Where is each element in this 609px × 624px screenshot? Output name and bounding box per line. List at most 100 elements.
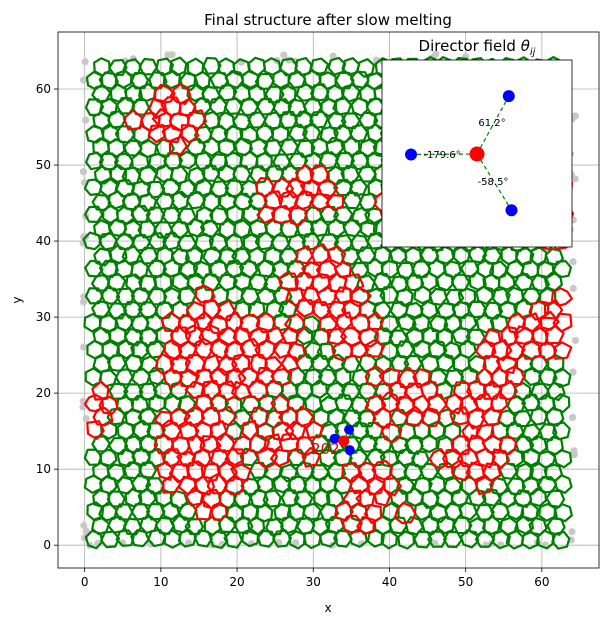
hexagonal-cell — [200, 219, 220, 238]
defect-cell — [160, 311, 182, 333]
hexagonal-cell — [184, 246, 204, 266]
hexagonal-cell — [115, 529, 135, 547]
hexagonal-cell — [288, 123, 308, 142]
defect-cell — [364, 364, 385, 388]
hexagonal-cell — [163, 151, 183, 170]
hexagonal-cell — [499, 516, 519, 537]
defect-cell — [153, 83, 176, 105]
hexagonal-cell — [405, 328, 424, 348]
defect-cell — [231, 353, 250, 374]
hexagonal-cell — [396, 476, 415, 495]
defect-cell — [194, 284, 216, 304]
hexagonal-cell — [224, 259, 245, 278]
defect-cell — [420, 406, 441, 428]
defect-cell — [380, 391, 401, 414]
defect-cell — [475, 340, 497, 360]
defect-cell — [216, 299, 236, 322]
hexagonal-cell — [390, 435, 410, 455]
particle — [569, 258, 577, 266]
hexagonal-cell — [312, 327, 332, 347]
hexagonal-cell — [146, 180, 166, 199]
hexagonal-cell — [311, 516, 331, 537]
defect-cell — [287, 342, 306, 363]
hexagonal-cell — [84, 151, 104, 171]
defect-cell — [168, 135, 188, 156]
defect-cell — [256, 446, 278, 470]
particle — [82, 415, 90, 423]
hexagonal-cell — [171, 514, 191, 534]
y-tick-label: 0 — [43, 538, 51, 552]
defect-cell — [280, 326, 300, 345]
hexagonal-cell — [390, 275, 409, 293]
hexagonal-cell — [177, 234, 197, 252]
hexagonal-cell — [505, 260, 525, 280]
defect-cell — [341, 462, 363, 483]
defect-cell — [427, 393, 448, 415]
particle — [79, 168, 88, 176]
defect-cell — [481, 434, 503, 454]
defect-cell — [405, 405, 426, 427]
inset-title: Director field θij — [419, 37, 536, 58]
defect-cell — [255, 312, 276, 334]
defect-cell — [86, 420, 105, 440]
hexagonal-cell — [107, 437, 129, 455]
hexagonal-cell — [263, 461, 283, 482]
hexagonal-cell — [202, 56, 222, 75]
hexagonal-cell — [224, 69, 244, 89]
defect-cell — [333, 261, 352, 278]
hexagonal-cell — [521, 476, 540, 496]
x-tick-label: 40 — [382, 575, 397, 589]
chart-title: Final structure after slow melting — [204, 11, 452, 29]
defect-cell — [380, 423, 403, 444]
defect-cell — [177, 475, 199, 495]
defect-cell — [444, 393, 464, 415]
hexagonal-cell — [319, 151, 339, 170]
y-tick-label: 10 — [36, 462, 51, 476]
hexagonal-cell — [84, 259, 104, 278]
hexagonal-cell — [217, 57, 236, 78]
hexagonal-cell — [365, 151, 386, 170]
defect-cell — [180, 124, 200, 144]
director-bond — [476, 153, 512, 211]
neighbor-particle — [344, 445, 355, 456]
defect-cell — [466, 434, 487, 455]
y-tick-label: 30 — [36, 310, 51, 324]
hexagonal-cell — [201, 164, 221, 182]
defect-cell — [269, 448, 290, 467]
hexagonal-cell — [334, 71, 355, 90]
hexagonal-cell — [169, 56, 188, 77]
defect-cell — [366, 476, 386, 496]
hexagonal-cell — [372, 272, 392, 291]
hexagonal-cell — [234, 137, 253, 157]
hexagonal-cell — [242, 233, 260, 253]
hexagonal-cell — [351, 206, 371, 226]
hexagonal-cell — [124, 435, 143, 454]
defect-cell — [326, 300, 347, 320]
defect-cell — [217, 405, 238, 427]
hexagonal-cell — [92, 57, 111, 77]
defect-cell — [161, 448, 183, 468]
hexagonal-cell — [209, 124, 229, 144]
hexagonal-cell — [356, 58, 376, 78]
defect-cell — [449, 406, 471, 426]
defect-cell — [483, 379, 502, 400]
defect-cell — [393, 501, 417, 525]
particle — [291, 539, 300, 547]
hexagonal-cell — [162, 231, 182, 251]
hexagonal-cell — [543, 463, 564, 482]
defect-cell — [326, 327, 347, 346]
x-axis-ticks: 0 10 20 30 40 50 60 — [81, 568, 549, 589]
defect-cell — [169, 83, 192, 106]
x-tick-label: 10 — [153, 575, 168, 589]
hexagonal-cell — [131, 448, 151, 466]
hexagonal-cell — [98, 259, 119, 279]
hexagonal-cell — [373, 327, 394, 346]
defect-cell — [201, 407, 221, 427]
hexagonal-cell — [256, 259, 277, 278]
hexagonal-cell — [271, 260, 290, 280]
defect-cell — [168, 463, 190, 484]
hexagonal-cell — [272, 97, 292, 117]
hexagonal-cell — [161, 501, 181, 521]
defect-cell — [154, 352, 175, 375]
